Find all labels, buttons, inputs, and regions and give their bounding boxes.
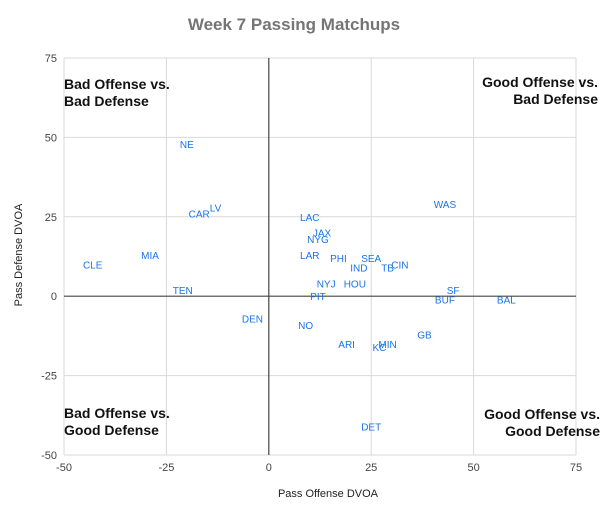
point-label-ne: NE bbox=[180, 140, 194, 151]
point-label-nyj: NYJ bbox=[317, 279, 336, 290]
x-tick-label: 50 bbox=[467, 462, 479, 474]
point-label-ind: IND bbox=[350, 264, 367, 275]
quadrant-label-bottom-left: Bad Offense vs. bbox=[64, 405, 170, 421]
y-axis-title: Pass Defense DVOA bbox=[13, 203, 25, 306]
y-tick-label: 25 bbox=[45, 212, 57, 224]
point-label-den: DEN bbox=[242, 314, 263, 325]
point-label-hou: HOU bbox=[344, 279, 366, 290]
point-label-no: NO bbox=[298, 321, 313, 332]
point-label-mia: MIA bbox=[141, 251, 159, 262]
x-tick-label: -25 bbox=[158, 462, 174, 474]
x-axis-title: Pass Offense DVOA bbox=[278, 488, 379, 500]
point-label-bal: BAL bbox=[497, 295, 516, 306]
quadrant-label-top-right: Bad Defense bbox=[513, 91, 598, 107]
point-label-lac: LAC bbox=[300, 213, 319, 224]
x-tick-label: 75 bbox=[570, 462, 582, 474]
point-label-cle: CLE bbox=[83, 260, 103, 271]
quadrant-label-bottom-left: Good Defense bbox=[64, 422, 159, 438]
point-label-phi: PHI bbox=[330, 254, 347, 265]
x-tick-labels: -50 -25 0 25 50 75 bbox=[56, 462, 582, 474]
point-label-sea: SEA bbox=[361, 254, 381, 265]
chart-title: Week 7 Passing Matchups bbox=[188, 15, 400, 34]
x-tick-label: -50 bbox=[56, 462, 72, 474]
quadrant-label-top-right: Good Offense vs. bbox=[482, 74, 598, 90]
gridlines bbox=[63, 57, 577, 456]
x-tick-label: 25 bbox=[365, 462, 377, 474]
point-label-jax: JAX bbox=[313, 229, 332, 240]
y-tick-label: 0 bbox=[51, 291, 57, 303]
point-label-cin: CIN bbox=[391, 260, 408, 271]
y-tick-label: -50 bbox=[41, 450, 57, 462]
point-label-ari: ARI bbox=[338, 340, 355, 351]
point-label-lv: LV bbox=[210, 203, 222, 214]
point-label-kc: KC bbox=[372, 343, 386, 354]
quadrant-label-top-left: Bad Offense vs. bbox=[64, 76, 170, 92]
point-label-pit: PIT bbox=[310, 292, 326, 303]
quadrant-label-bottom-right: Good Defense bbox=[505, 423, 600, 439]
y-tick-label: -25 bbox=[41, 371, 57, 383]
point-label-nyg: NYG bbox=[307, 235, 329, 246]
quadrant-label-bottom-right: Good Offense vs. bbox=[484, 406, 600, 422]
y-tick-label: 50 bbox=[45, 132, 57, 144]
zero-axes bbox=[64, 58, 576, 455]
point-label-lar: LAR bbox=[300, 251, 319, 262]
y-tick-labels: 75 50 25 0 -25 -50 bbox=[41, 53, 57, 462]
point-label-ten: TEN bbox=[173, 286, 193, 297]
y-tick-label: 75 bbox=[45, 53, 57, 65]
point-label-gb: GB bbox=[417, 330, 432, 341]
point-label-sf: SF bbox=[447, 286, 460, 297]
point-label-was: WAS bbox=[434, 200, 457, 211]
point-label-tb: TB bbox=[381, 264, 394, 275]
point-label-det: DET bbox=[361, 422, 381, 433]
x-tick-label: 0 bbox=[266, 462, 272, 474]
point-label-car: CAR bbox=[189, 210, 210, 221]
point-label-min: MIN bbox=[378, 340, 396, 351]
quadrant-label-top-left: Bad Defense bbox=[64, 93, 149, 109]
point-label-buf: BUF bbox=[435, 295, 455, 306]
